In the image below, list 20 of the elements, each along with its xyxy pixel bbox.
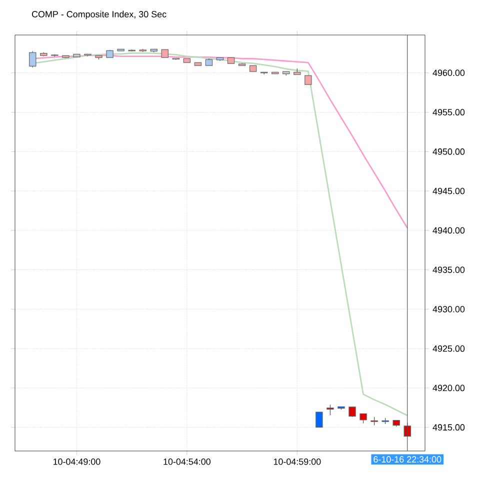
y-tick-label: 4925.00 [432, 345, 465, 352]
candlestick [29, 50, 36, 68]
candlestick [360, 413, 367, 424]
y-tick-label: 4950.00 [432, 148, 465, 155]
y-tick-label: 4960.00 [432, 70, 465, 76]
y-tick-label: 4915.00 [432, 424, 465, 431]
candlestick [316, 412, 323, 428]
y-tick-label: 4940.00 [432, 227, 465, 234]
x-tick-label: 6-10-16 22:34:00 [374, 456, 442, 463]
y-tick-label: 4945.00 [432, 188, 465, 194]
y-tick-label: 4935.00 [432, 266, 465, 273]
x-tick-label: 10-04:49:00 [53, 458, 100, 465]
y-tick-label: 4955.00 [432, 109, 465, 116]
x-tick-label: 10-04:54:00 [164, 458, 211, 465]
candlestick [326, 404, 334, 416]
candlestick [348, 406, 356, 418]
y-tick-label: 4920.00 [432, 384, 465, 392]
x-tick-label: 10-04:59:00 [274, 458, 321, 465]
chart-title: COMP - Composite Index, 30 Sec [32, 10, 166, 20]
y-tick-label: 4930.00 [432, 306, 465, 312]
